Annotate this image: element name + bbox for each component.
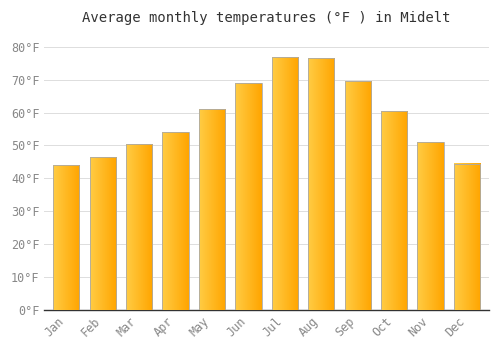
Bar	[53, 165, 80, 310]
Bar	[199, 109, 225, 310]
Bar	[126, 144, 152, 310]
Bar	[308, 58, 334, 310]
Bar	[344, 81, 371, 310]
Bar	[418, 142, 444, 310]
Bar	[90, 157, 116, 310]
Bar	[162, 132, 188, 310]
Bar	[272, 57, 298, 310]
Bar	[454, 163, 480, 310]
Bar	[381, 111, 407, 310]
Bar	[236, 83, 262, 310]
Title: Average monthly temperatures (°F ) in Midelt: Average monthly temperatures (°F ) in Mi…	[82, 11, 451, 25]
